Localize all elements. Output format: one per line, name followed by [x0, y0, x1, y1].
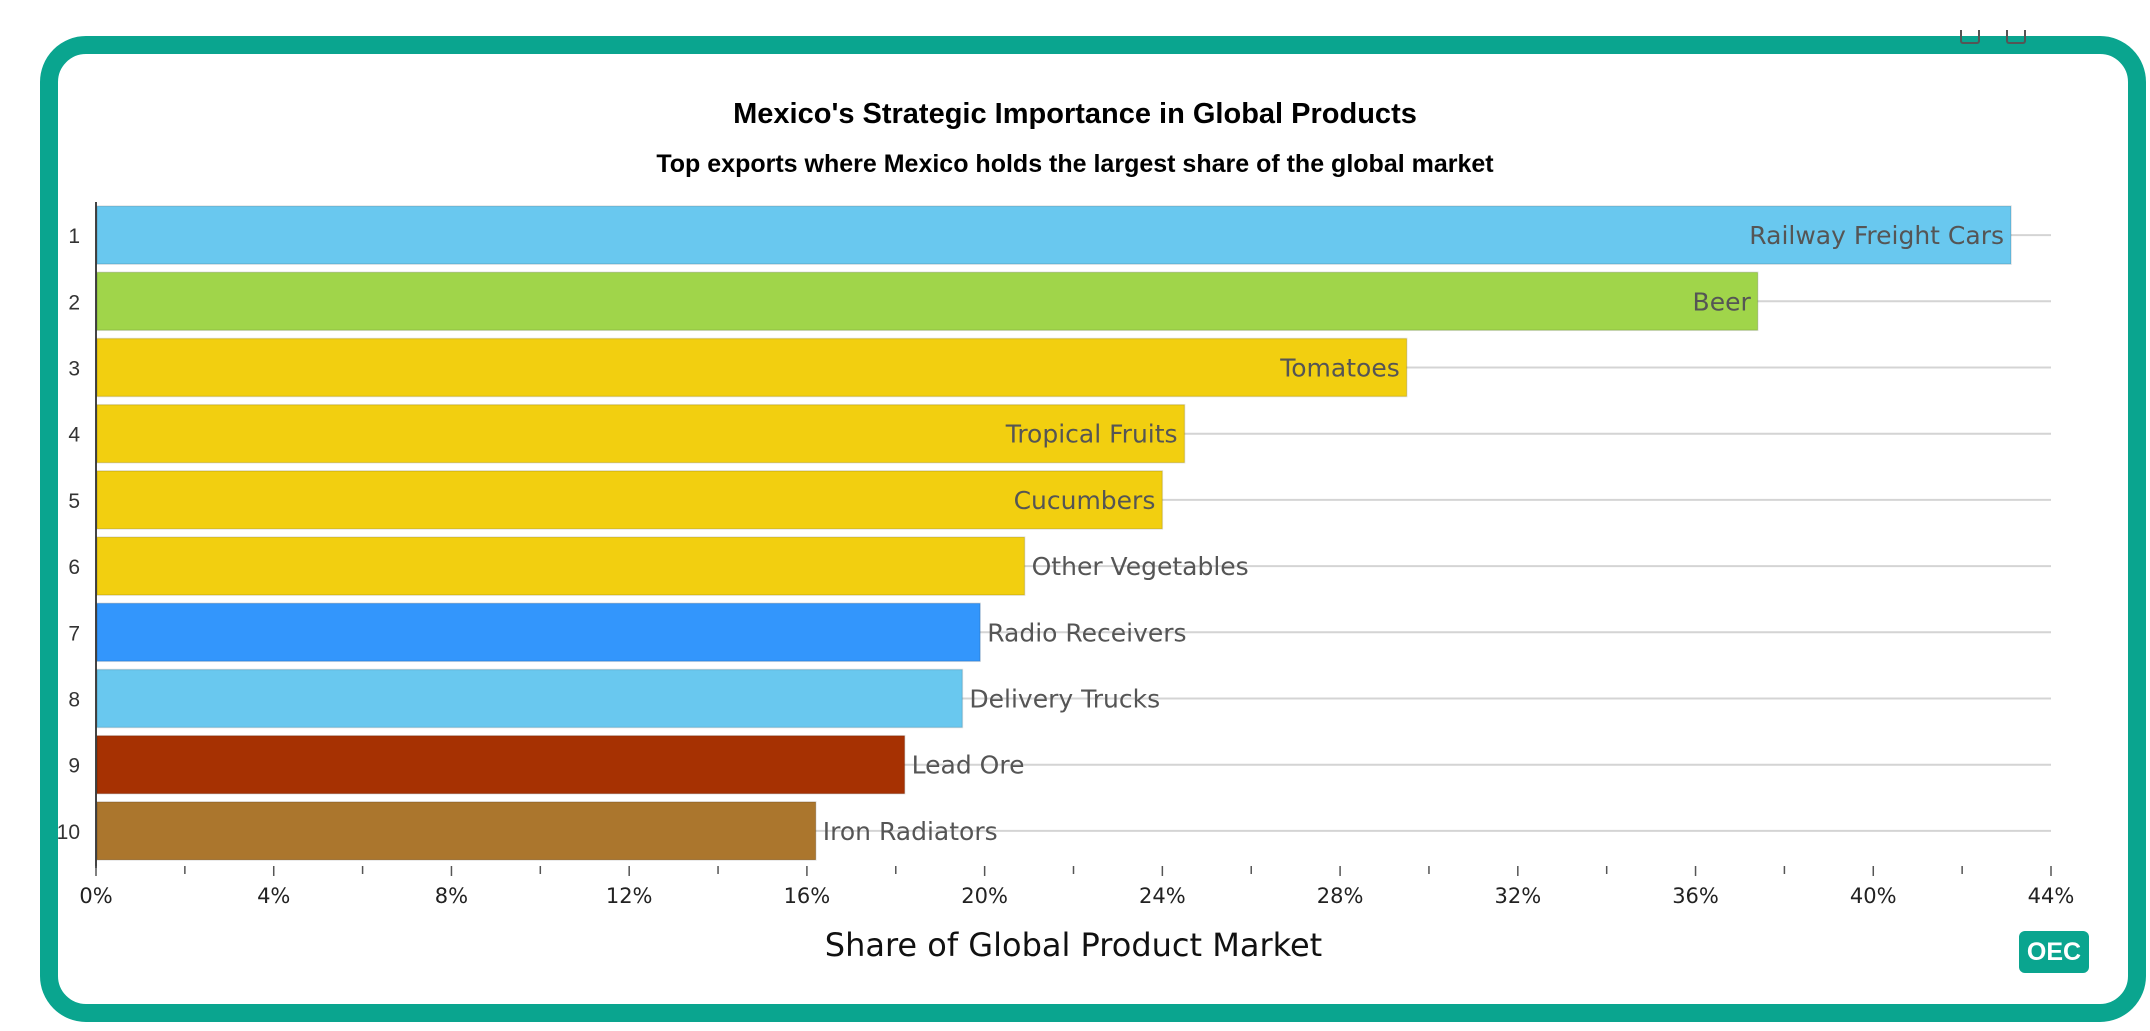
rank-label: 10: [57, 821, 80, 844]
x-tick-label: 28%: [1317, 884, 1364, 908]
bar-label: Tropical Fruits: [1005, 420, 1178, 449]
x-tick-label: 40%: [1850, 884, 1897, 908]
x-tick-label: 0%: [79, 884, 112, 908]
rank-label: 9: [68, 755, 80, 778]
rank-label: 1: [68, 225, 80, 248]
x-tick-label: 8%: [435, 884, 468, 908]
bar[interactable]: [96, 337, 1408, 398]
x-tick-label: 4%: [257, 884, 290, 908]
x-tick-label: 32%: [1494, 884, 1541, 908]
rank-label: 4: [68, 424, 80, 447]
chart-subtitle: Top exports where Mexico holds the large…: [656, 150, 1494, 178]
bar[interactable]: [96, 403, 1186, 464]
rank-label: 8: [68, 689, 80, 712]
x-tick-label: 20%: [961, 884, 1008, 908]
bar-label: Beer: [1693, 287, 1752, 316]
bar-label: Iron Radiators: [823, 817, 998, 846]
chart-toolbar: [1960, 30, 2026, 44]
bar[interactable]: [96, 470, 1164, 530]
bar-label: Tomatoes: [1279, 354, 1400, 383]
chart-title: Mexico's Strategic Importance in Global …: [733, 98, 1417, 130]
bar-label: Cucumbers: [1014, 486, 1156, 515]
x-tick-label: 24%: [1139, 884, 1186, 908]
oec-logo-badge[interactable]: OEC: [2019, 931, 2089, 973]
bar-label: Railway Freight Cars: [1749, 221, 2004, 250]
rank-label: 5: [68, 490, 80, 513]
rank-label: 7: [68, 622, 80, 645]
bar[interactable]: [96, 205, 2012, 265]
share-icon[interactable]: [2006, 30, 2026, 44]
bar[interactable]: [96, 536, 1026, 596]
bar[interactable]: [96, 734, 906, 795]
bar[interactable]: [96, 271, 1759, 332]
bar-label: Lead Ore: [912, 751, 1025, 780]
bar-label: Radio Receivers: [987, 618, 1186, 647]
bar[interactable]: [96, 602, 981, 663]
rank-label: 3: [68, 358, 80, 381]
x-tick-label: 12%: [606, 884, 653, 908]
rank-label: 6: [68, 556, 80, 579]
bar[interactable]: [96, 668, 964, 729]
x-axis-title: Share of Global Product Market: [825, 926, 1322, 964]
rank-label: 2: [68, 291, 80, 314]
bar-label: Other Vegetables: [1032, 552, 1249, 581]
download-icon[interactable]: [1960, 30, 1980, 44]
x-tick-label: 44%: [2028, 884, 2075, 908]
x-tick-label: 16%: [784, 884, 831, 908]
bar[interactable]: [96, 801, 817, 861]
x-tick-label: 36%: [1672, 884, 1719, 908]
bar-label: Delivery Trucks: [969, 685, 1160, 714]
